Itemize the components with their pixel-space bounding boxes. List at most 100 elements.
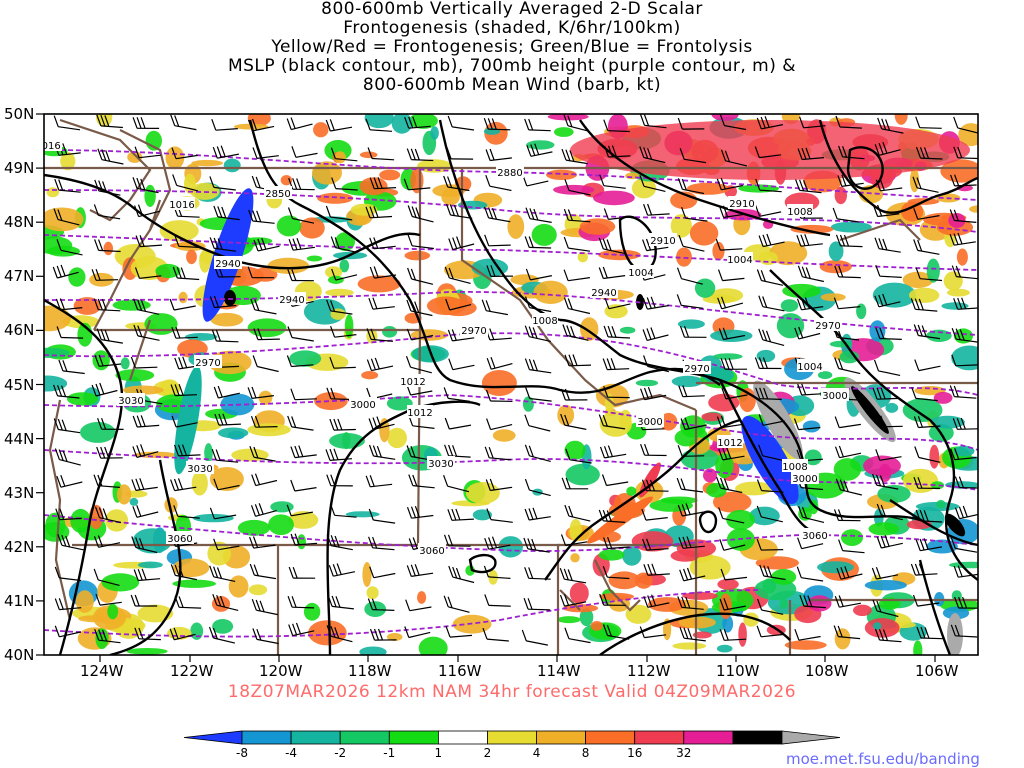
shade-cell — [267, 257, 309, 274]
shade-cell — [247, 423, 291, 437]
wind-barb — [561, 477, 589, 490]
shade-cell — [212, 619, 234, 634]
wind-barb — [953, 146, 978, 160]
height-label: 2910 — [649, 233, 677, 247]
wind-barb — [757, 598, 784, 615]
shade-cell — [185, 333, 218, 341]
title-line-3: Yellow/Red = Frontogenesis; Green/Blue =… — [271, 37, 753, 57]
shade-cell — [703, 468, 717, 483]
legend-swatch — [487, 730, 537, 745]
shade-cell — [107, 603, 119, 620]
wind-barb — [835, 234, 863, 248]
shade-cell — [622, 546, 642, 566]
shade-cell — [593, 190, 635, 206]
frontolysis-band — [741, 415, 799, 505]
shade-cell — [155, 263, 181, 279]
wind-barb — [58, 359, 85, 375]
shade-cell — [872, 282, 917, 308]
wind-barb — [406, 564, 434, 577]
wind-barb — [913, 476, 941, 489]
height-label: 3000 — [791, 471, 819, 485]
wind-barb — [406, 328, 434, 341]
lat-label: 46N — [4, 321, 35, 340]
shade-cell — [44, 375, 68, 392]
shade-cell — [313, 122, 329, 138]
axis-ticks — [36, 113, 936, 662]
wind-barb — [797, 147, 825, 161]
height-label: 2910 — [728, 196, 756, 210]
valid-time-label: 18Z07MAR2026 12km NAM 34hr forecast Vali… — [227, 682, 797, 702]
wind-barb — [443, 474, 470, 493]
wind-barb — [252, 628, 279, 645]
height-label: 2850 — [264, 186, 292, 200]
shade-cell — [507, 214, 525, 239]
wind-barb — [169, 298, 196, 311]
wind-barb — [212, 593, 239, 611]
mslp-label: 1008 — [782, 459, 808, 473]
shade-cell — [868, 522, 900, 536]
shade-cell — [270, 501, 294, 513]
wind-barb — [756, 479, 784, 493]
wind-barb — [798, 505, 825, 523]
lon-label: 108W — [805, 662, 849, 680]
wind-barb — [484, 594, 511, 607]
mslp-labels: 1016 1004 1004 1008 1012 1012 1008 1012 1008 1004… — [44, 138, 823, 473]
shade-cell — [648, 597, 686, 612]
shade-cell — [44, 236, 73, 255]
wind-barb — [677, 503, 705, 517]
wind-barb — [94, 628, 121, 644]
shade-cell — [210, 312, 244, 327]
lon-label: 118W — [348, 662, 392, 680]
shade-cell — [350, 203, 378, 216]
shade-cell — [175, 241, 206, 252]
legend-swatch — [290, 730, 341, 745]
wind-barb — [252, 146, 279, 159]
shade-cell — [951, 345, 978, 371]
title-line-5: 800-600mb Mean Wind (barb, kt) — [362, 75, 662, 95]
wind-barb — [93, 204, 121, 220]
shade-cell — [159, 220, 199, 242]
wind-barb — [134, 267, 162, 279]
credit-link[interactable]: moe.met.fsu.edu/banding — [786, 750, 980, 768]
shade-cell — [694, 278, 716, 298]
mslp-label: 1016 — [169, 197, 195, 211]
wind-barb — [912, 594, 940, 607]
wind-barb — [407, 267, 434, 285]
wind-barb — [407, 234, 434, 250]
wind-barb — [96, 328, 123, 344]
svg-text:3000: 3000 — [637, 417, 662, 428]
shade-cell — [137, 604, 174, 623]
shade-cell — [276, 215, 302, 237]
svg-text:2970: 2970 — [815, 321, 840, 332]
svg-text:3000: 3000 — [792, 474, 817, 485]
wind-barb — [915, 267, 943, 282]
height-label: 3000 — [349, 397, 377, 411]
shade-cell — [670, 549, 700, 562]
wind-barb — [54, 178, 81, 193]
svg-text:1004: 1004 — [797, 362, 822, 373]
wind-barb — [838, 145, 865, 160]
wind-barb — [94, 179, 121, 196]
svg-text:3030: 3030 — [428, 459, 453, 470]
shade-cell — [192, 513, 234, 523]
svg-text:3060: 3060 — [167, 534, 192, 545]
wind-barb — [603, 119, 630, 133]
shade-cell — [579, 608, 594, 627]
wind-barb — [913, 415, 941, 429]
shade-cell — [712, 491, 752, 513]
frontogenesis-max — [224, 290, 236, 306]
wind-barb — [676, 294, 704, 309]
wind-barb — [796, 566, 824, 582]
shade-cell — [564, 440, 586, 460]
wind-barb — [719, 628, 747, 641]
wind-barb — [719, 598, 746, 611]
shade-cell — [834, 186, 847, 205]
shade-cell — [159, 379, 180, 397]
wind-barb — [523, 537, 550, 553]
svg-text:3030: 3030 — [187, 464, 212, 475]
wind-barb — [368, 508, 396, 524]
shade-cell — [191, 159, 224, 167]
wind-barb — [485, 148, 512, 162]
wind-barb — [756, 538, 784, 551]
